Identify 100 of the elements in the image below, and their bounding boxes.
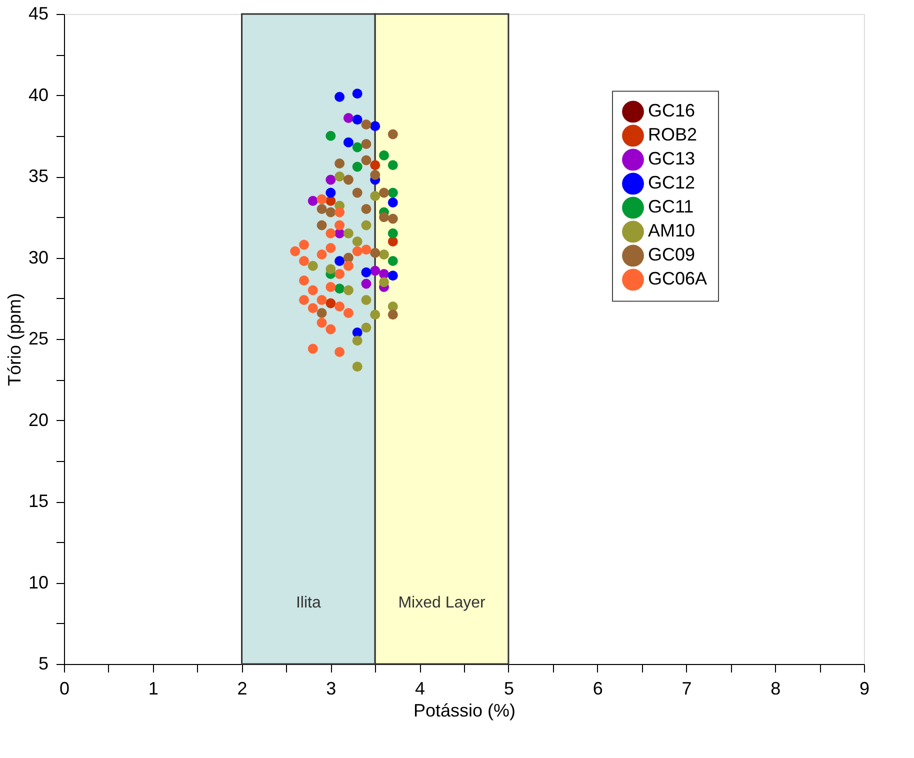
point (334, 158, 345, 168)
y-tick-label: 25 (28, 328, 48, 348)
point (326, 228, 336, 238)
point (388, 188, 398, 198)
point (361, 322, 372, 333)
point (388, 228, 398, 238)
point (326, 174, 336, 185)
point (326, 324, 336, 334)
point (326, 188, 336, 198)
point (308, 303, 318, 314)
point (388, 236, 398, 246)
legend-label: AM10 (648, 220, 696, 241)
x-tick-label: 9 (859, 678, 870, 698)
point (334, 172, 345, 182)
point (326, 130, 336, 141)
point (326, 282, 336, 292)
point (388, 310, 398, 320)
point (352, 236, 362, 246)
point (379, 277, 389, 288)
point (352, 88, 362, 99)
point (343, 228, 354, 238)
y-tick-label: 45 (28, 4, 48, 24)
point (361, 278, 372, 289)
point (370, 266, 380, 276)
x-tick-label: 3 (326, 678, 336, 698)
y-tick-label: 20 (28, 410, 48, 430)
band-label: Ilita (296, 594, 321, 612)
point (334, 347, 345, 357)
point (370, 248, 380, 258)
point (334, 284, 345, 294)
x-tick-label: 4 (415, 678, 426, 698)
x-tick-label: 8 (770, 678, 781, 698)
legend-label: GC13 (648, 148, 696, 169)
y-axis-title: Tório (ppm) (4, 292, 24, 386)
point (343, 137, 354, 148)
point (316, 318, 327, 328)
point (379, 250, 389, 260)
y-tick-label: 5 (38, 654, 48, 674)
point (308, 196, 318, 206)
point (370, 191, 380, 201)
point (370, 170, 380, 180)
point (361, 204, 372, 214)
legend-label: GC06A (648, 268, 708, 289)
x-tick-label: 2 (237, 678, 248, 698)
point (352, 162, 362, 172)
point (334, 302, 345, 312)
point (334, 269, 345, 279)
point (352, 362, 362, 372)
legend-label: GC11 (648, 196, 694, 217)
point (343, 113, 354, 123)
point (352, 114, 362, 125)
point (361, 295, 372, 305)
point (343, 308, 354, 318)
y-tick-label: 35 (28, 166, 48, 186)
point (334, 207, 345, 218)
point (308, 285, 318, 296)
point (326, 298, 336, 308)
point (388, 160, 398, 170)
point (316, 250, 327, 260)
point (343, 260, 354, 271)
x-tick-label: 0 (59, 678, 70, 698)
point (370, 160, 380, 170)
point (326, 207, 336, 218)
point (388, 129, 398, 140)
point (299, 295, 309, 305)
point (361, 244, 372, 255)
legend-label: GC12 (648, 172, 696, 193)
point (290, 246, 300, 256)
legend-label: ROB2 (648, 124, 698, 145)
y-tick-label: 30 (28, 247, 48, 268)
point (334, 92, 345, 102)
point (379, 212, 389, 222)
point (352, 142, 362, 152)
point (370, 310, 380, 320)
point (352, 188, 362, 198)
point (370, 121, 380, 132)
point (299, 256, 309, 266)
point (343, 174, 354, 185)
point (361, 267, 372, 278)
point (379, 150, 389, 160)
point (316, 194, 327, 204)
x-tick-label: 5 (504, 678, 514, 698)
point (316, 220, 327, 230)
point (316, 204, 327, 214)
point (308, 344, 318, 354)
y-tick-label: 10 (28, 572, 48, 592)
point (299, 240, 309, 250)
band-label: Mixed Layer (398, 594, 486, 612)
point (388, 214, 398, 224)
x-tick-label: 7 (682, 678, 692, 698)
point (326, 264, 336, 274)
point (326, 243, 336, 253)
x-tick-label: 6 (592, 678, 603, 698)
legend-label: GC09 (648, 244, 696, 265)
point (352, 336, 362, 346)
point (388, 302, 398, 312)
point (361, 139, 372, 149)
point (316, 295, 327, 305)
y-tick-label: 40 (28, 84, 48, 105)
point (334, 256, 345, 266)
